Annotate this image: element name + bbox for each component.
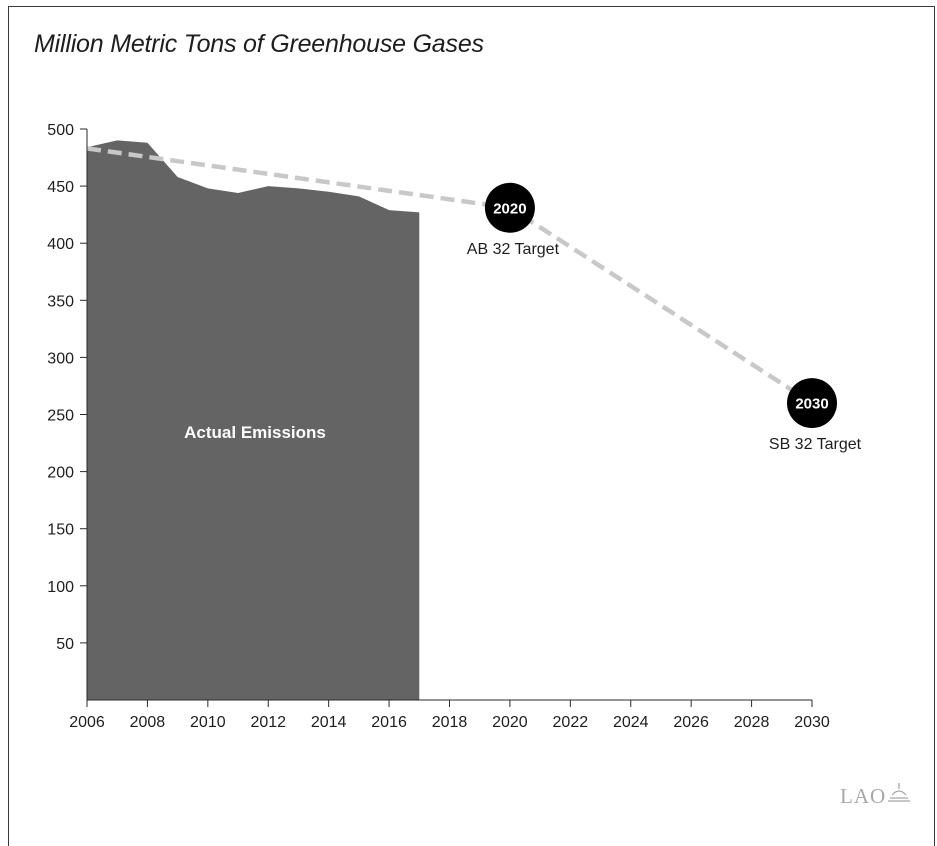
- target-marker-caption: AB 32 Target: [467, 241, 560, 258]
- x-tick-label: 2024: [613, 714, 649, 731]
- x-tick-label: 2008: [130, 714, 166, 731]
- y-tick-label: 450: [47, 179, 74, 196]
- y-tick-label: 400: [47, 236, 74, 253]
- x-tick-label: 2026: [673, 714, 709, 731]
- x-tick-label: 2012: [250, 714, 286, 731]
- x-tick-label: 2020: [492, 714, 528, 731]
- x-tick-label: 2030: [794, 714, 830, 731]
- y-tick-label: 50: [56, 636, 74, 653]
- y-tick-label: 250: [47, 408, 74, 425]
- target-marker-2020: [484, 182, 535, 233]
- chart-title: Million Metric Tons of Greenhouse Gases: [34, 30, 484, 58]
- logo-text: LAO: [840, 784, 886, 808]
- area-actual-emissions: [87, 140, 420, 701]
- x-tick-label: 2006: [69, 714, 105, 731]
- y-tick-label: 200: [47, 465, 74, 482]
- y-tick-label: 350: [47, 293, 74, 310]
- target-marker-year: 2020: [493, 200, 526, 217]
- dome-icon: [888, 783, 910, 802]
- x-tick-label: 2018: [432, 714, 468, 731]
- area-label: Actual Emissions: [184, 423, 326, 442]
- x-tick-label: 2014: [311, 714, 347, 731]
- chart-frame: [8, 6, 935, 846]
- y-tick-label: 300: [47, 350, 74, 367]
- target-marker-caption: SB 32 Target: [769, 436, 862, 453]
- y-tick-label: 500: [47, 122, 74, 139]
- y-tick-label: 100: [47, 579, 74, 596]
- lao-logo: LAO: [840, 783, 910, 808]
- y-tick-label: 150: [47, 522, 74, 539]
- x-tick-label: 2016: [371, 714, 407, 731]
- x-tick-label: 2010: [190, 714, 226, 731]
- x-tick-label: 2028: [734, 714, 770, 731]
- target-marker-2030: [787, 378, 837, 429]
- x-tick-label: 2022: [553, 714, 589, 731]
- target-marker-year: 2030: [795, 396, 828, 413]
